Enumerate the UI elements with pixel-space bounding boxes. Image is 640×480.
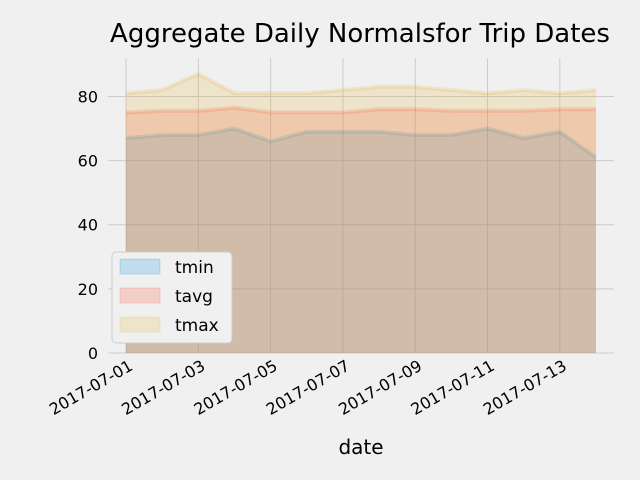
legend-label-tmax: tmax — [175, 316, 219, 336]
grid — [108, 58, 614, 354]
y-tick-label: 20 — [78, 280, 98, 299]
chart-title: Aggregate Daily Normalsfor Trip Dates — [110, 19, 610, 49]
y-tick-label: 60 — [78, 152, 98, 171]
legend-swatch-tavg — [119, 287, 161, 304]
legend-box — [111, 251, 233, 344]
legend-label-tavg: tavg — [175, 287, 213, 307]
y-tick-label: 40 — [78, 216, 98, 235]
legend-swatch-tmin — [119, 258, 161, 275]
y-tick-label: 80 — [78, 87, 98, 106]
x-axis-ticks: 2017-07-012017-07-032017-07-052017-07-07… — [46, 356, 570, 419]
x-axis-label: date — [338, 435, 383, 459]
series-line-tavg — [125, 105, 596, 115]
y-tick-label: 0 — [88, 344, 98, 363]
legend: tmin tavg tmax — [111, 251, 233, 344]
legend-swatch-tmax — [119, 316, 161, 333]
series-line-tmax — [125, 72, 597, 96]
y-axis-ticks: 0 20 40 60 80 — [78, 87, 98, 363]
series-area-tmin — [126, 128, 596, 353]
series-line-tmin — [125, 126, 598, 160]
series-areas — [125, 72, 598, 353]
series-area-tavg — [126, 107, 596, 353]
legend-label-tmin: tmin — [175, 258, 214, 278]
series-area-tmax — [126, 74, 596, 353]
